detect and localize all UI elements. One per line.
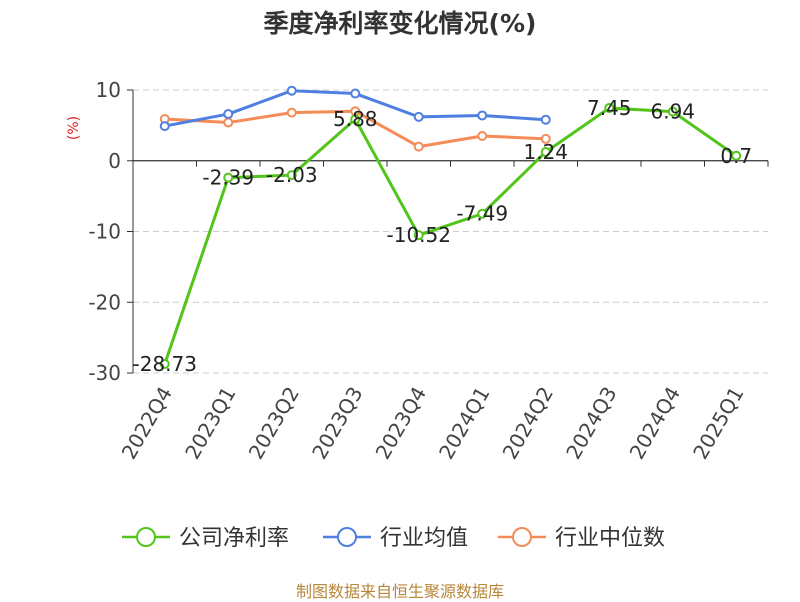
x-tick-label: 2023Q4 bbox=[371, 383, 431, 464]
data-point bbox=[731, 150, 742, 161]
x-tick-label: 2024Q4 bbox=[625, 383, 685, 464]
data-point bbox=[540, 114, 551, 125]
data-label: -2.39 bbox=[202, 166, 254, 190]
legend-swatch-marker bbox=[136, 527, 156, 547]
x-tick-label: 2024Q3 bbox=[561, 383, 621, 464]
data-point bbox=[286, 107, 297, 118]
y-tick-label: -20 bbox=[88, 290, 121, 314]
legend-label: 行业中位数 bbox=[555, 526, 665, 551]
data-label: 1.24 bbox=[523, 140, 568, 164]
data-point bbox=[286, 170, 297, 181]
y-tick-label: 0 bbox=[108, 149, 121, 173]
x-tick-label: 2023Q1 bbox=[180, 383, 240, 464]
data-point bbox=[604, 103, 615, 114]
data-label: -2.03 bbox=[266, 163, 318, 187]
data-point bbox=[223, 117, 234, 128]
legend-label: 行业均值 bbox=[380, 526, 468, 551]
data-point bbox=[477, 130, 488, 141]
series-line bbox=[163, 106, 738, 365]
data-point bbox=[477, 208, 488, 219]
x-tick-label: 2023Q2 bbox=[244, 383, 304, 464]
data-point bbox=[223, 172, 234, 183]
data-label: 0.7 bbox=[720, 144, 752, 168]
legend-swatch-marker bbox=[512, 527, 532, 547]
source-note: 制图数据来自恒生聚源数据库 bbox=[295, 582, 504, 601]
data-label: 6.94 bbox=[650, 100, 695, 124]
legend-label: 公司净利率 bbox=[179, 526, 289, 551]
x-tick-label: 2025Q1 bbox=[688, 383, 748, 464]
y-tick-label: 10 bbox=[96, 78, 121, 102]
x-tick-label: 2024Q1 bbox=[434, 383, 494, 464]
x-tick-label: 2023Q3 bbox=[307, 383, 367, 464]
x-tick-label: 2024Q2 bbox=[498, 383, 558, 464]
data-point bbox=[350, 114, 361, 125]
data-point bbox=[413, 141, 424, 152]
data-label: -28.73 bbox=[133, 352, 197, 376]
data-point bbox=[477, 110, 488, 121]
data-point bbox=[350, 88, 361, 99]
data-point bbox=[159, 121, 170, 132]
data-label: -7.49 bbox=[456, 202, 508, 226]
data-point bbox=[667, 106, 678, 117]
chart-title: 季度净利率变化情况(%) bbox=[263, 9, 537, 38]
data-label: -10.52 bbox=[387, 223, 451, 247]
data-point bbox=[223, 109, 234, 120]
x-tick-label: 2022Q4 bbox=[117, 383, 177, 464]
data-label: 7.45 bbox=[587, 96, 632, 120]
y-tick-label: -30 bbox=[88, 361, 121, 385]
data-label: 5.88 bbox=[333, 107, 378, 131]
data-point bbox=[286, 85, 297, 96]
data-point bbox=[540, 133, 551, 144]
y-axis-label: (%) bbox=[66, 116, 82, 140]
y-tick-label: -10 bbox=[88, 220, 121, 244]
legend-swatch-marker bbox=[337, 527, 357, 547]
data-point bbox=[540, 146, 551, 157]
data-point bbox=[159, 359, 170, 370]
data-point bbox=[413, 111, 424, 122]
data-point bbox=[413, 230, 424, 241]
